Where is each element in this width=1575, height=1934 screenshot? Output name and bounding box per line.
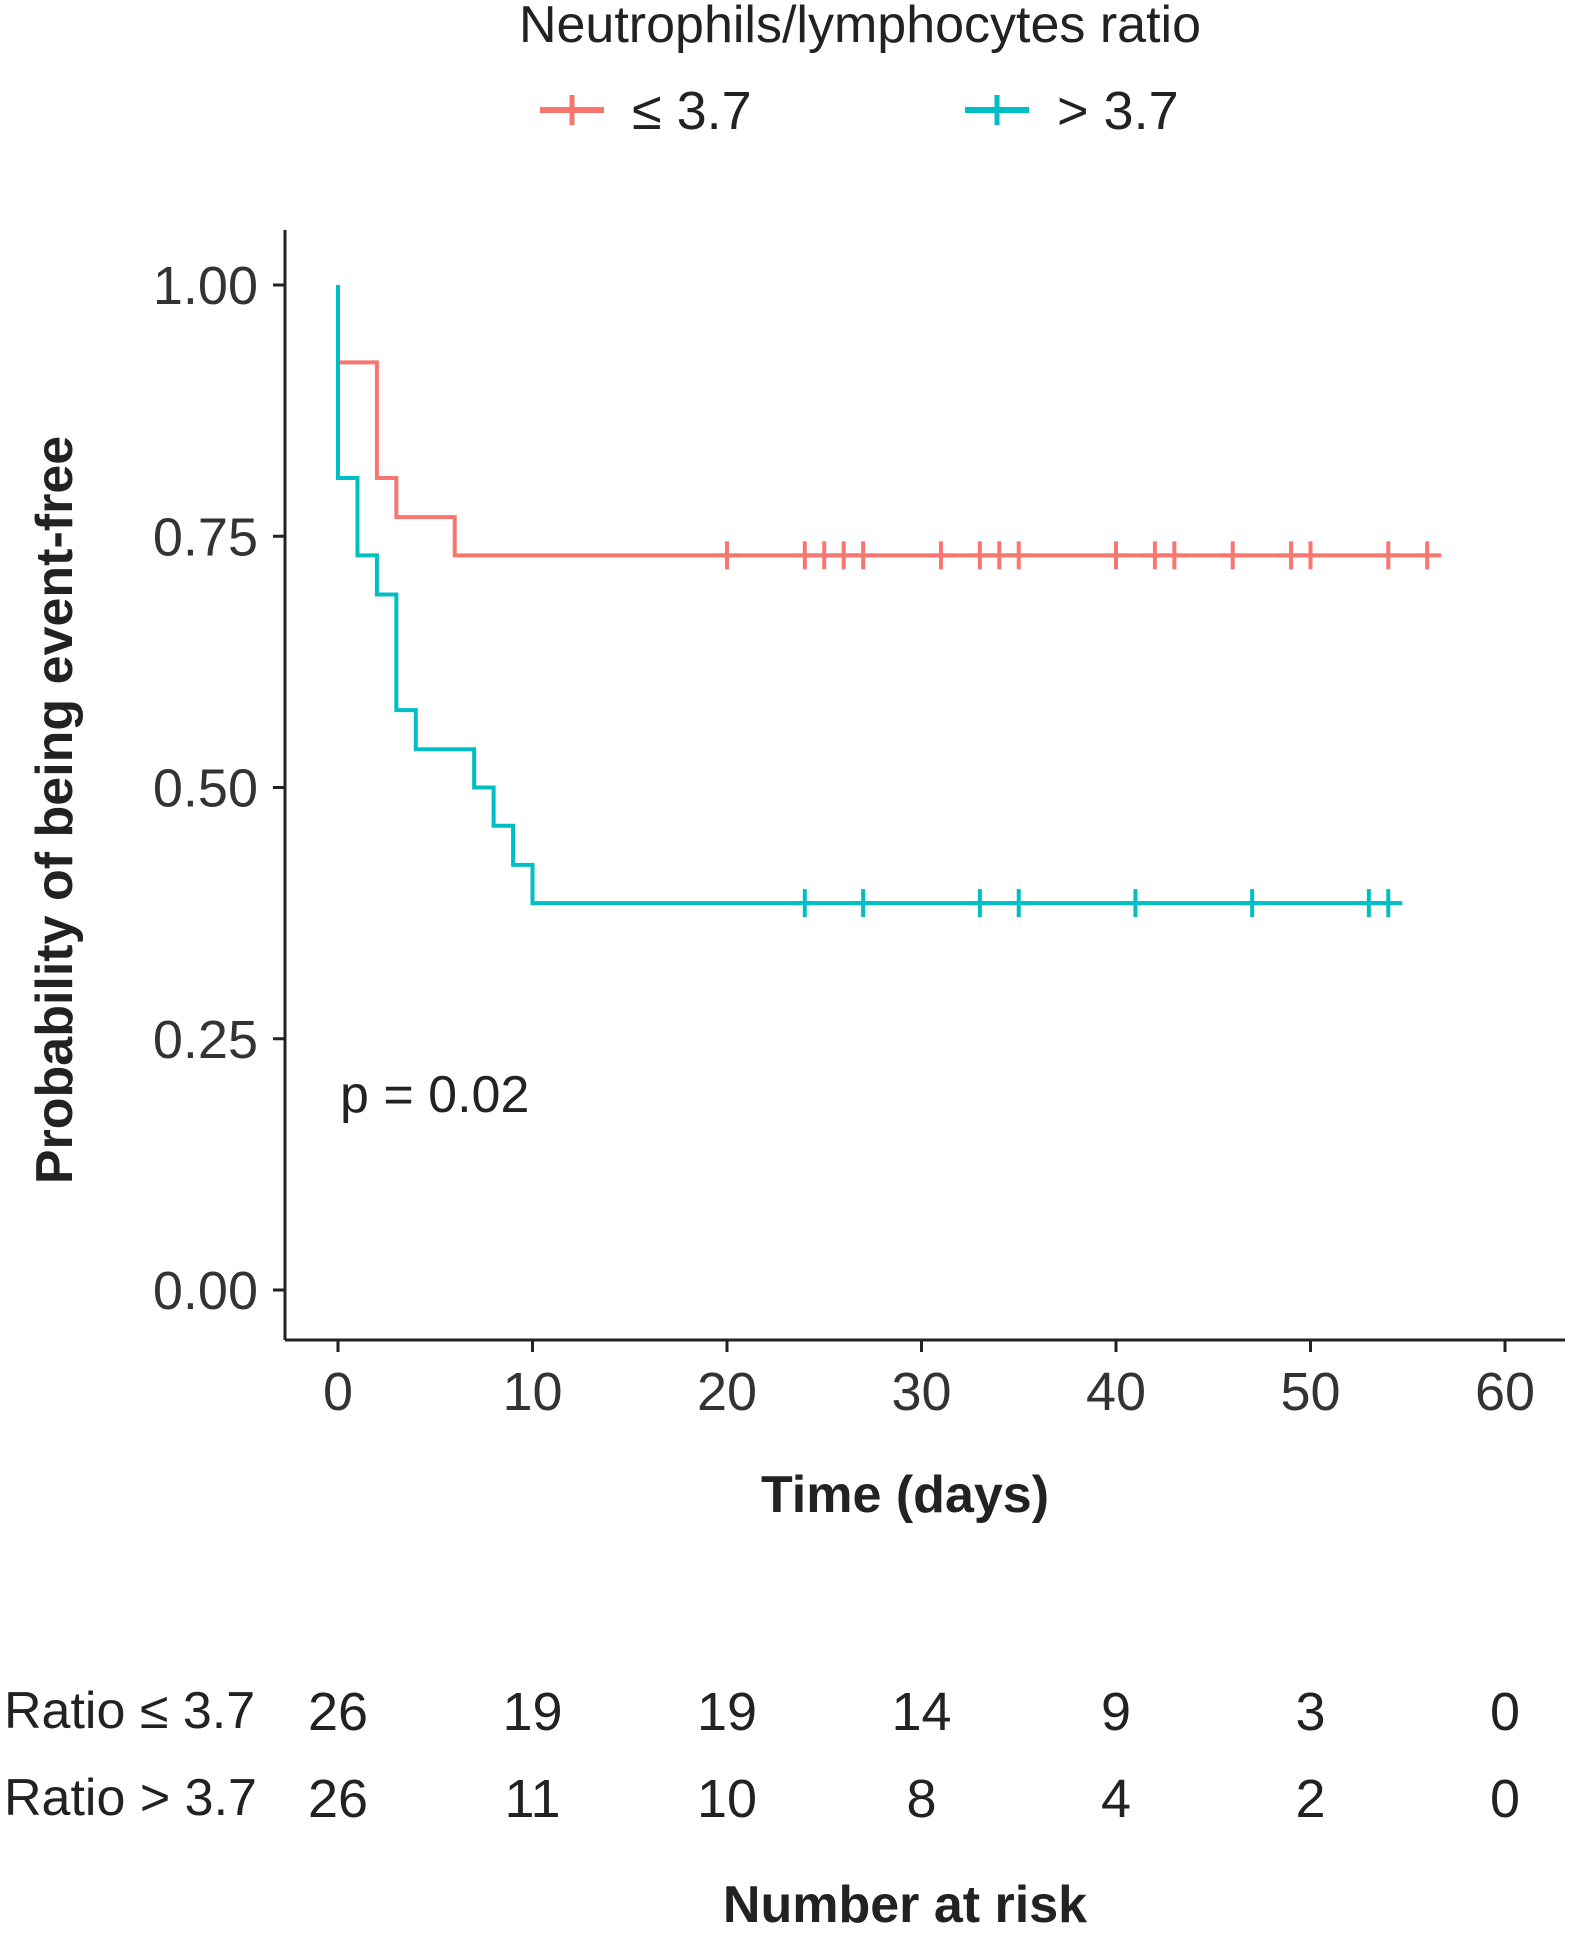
p-value-annotation: p = 0.02: [340, 1066, 529, 1124]
risk-row: Ratio ≤ 3.7 26 19 19 14 9 3 0: [4, 1682, 1520, 1742]
legend-label: > 3.7: [1057, 81, 1179, 141]
risk-cell: 4: [1101, 1769, 1131, 1829]
legend-label: ≤ 3.7: [632, 81, 752, 141]
y-tick-label: 0.25: [153, 1010, 258, 1070]
risk-row: Ratio > 3.7 26 11 10 8 4 2 0: [4, 1769, 1520, 1829]
risk-cell: 11: [504, 1769, 560, 1829]
risk-row-label: Ratio > 3.7: [4, 1769, 257, 1827]
risk-table: Ratio ≤ 3.7 26 19 19 14 9 3 0 Ratio > 3.7 26 11 10 8…: [4, 1682, 1520, 1829]
y-tick-label: 0.50: [153, 759, 258, 819]
y-tick-label: 0.75: [153, 507, 258, 567]
y-axis-ticks: 0.00 0.25 0.50 0.75 1.00: [153, 256, 285, 1321]
x-tick-label: 50: [1280, 1362, 1340, 1422]
risk-cell: 10: [697, 1769, 757, 1829]
survival-step-line: [336, 285, 1399, 906]
risk-cell: 9: [1101, 1682, 1131, 1742]
x-tick-label: 60: [1475, 1362, 1535, 1422]
plot-axes: [283, 230, 1565, 1342]
risk-row-label: Ratio ≤ 3.7: [4, 1682, 255, 1740]
x-axis-title: Time (days): [761, 1466, 1049, 1524]
x-tick-label: 10: [502, 1362, 562, 1422]
survival-step-line: [338, 360, 1437, 558]
y-tick-label: 0.00: [153, 1261, 258, 1321]
x-tick-label: 30: [891, 1362, 951, 1422]
risk-cell: 26: [308, 1769, 368, 1829]
risk-cell: 19: [502, 1682, 562, 1742]
survival-curves: [336, 285, 1442, 918]
x-tick-label: 20: [697, 1362, 757, 1422]
risk-cell: 0: [1490, 1769, 1520, 1829]
legend-title: Neutrophils/lymphocytes ratio: [519, 0, 1201, 54]
x-tick-label: 0: [323, 1362, 353, 1422]
series-high-ratio: [336, 285, 1403, 918]
legend: Neutrophils/lymphocytes ratio ≤ 3.7 > 3.7: [519, 0, 1201, 141]
y-tick-label: 1.00: [153, 256, 258, 316]
risk-cell: 8: [906, 1769, 936, 1829]
risk-cell: 3: [1295, 1682, 1325, 1742]
risk-cell: 0: [1490, 1682, 1520, 1742]
x-tick-label: 40: [1086, 1362, 1146, 1422]
risk-cell: 2: [1295, 1769, 1325, 1829]
x-axis-ticks: 0 10 20 30 40 50 60: [323, 1340, 1535, 1422]
risk-table-title: Number at risk: [723, 1876, 1087, 1934]
risk-cell: 19: [697, 1682, 757, 1742]
legend-items: ≤ 3.7 > 3.7: [540, 81, 1179, 141]
y-axis-title: Probability of being event-free: [26, 436, 84, 1184]
risk-cell: 14: [891, 1682, 951, 1742]
series-low-ratio: [338, 360, 1442, 570]
risk-cell: 26: [308, 1682, 368, 1742]
